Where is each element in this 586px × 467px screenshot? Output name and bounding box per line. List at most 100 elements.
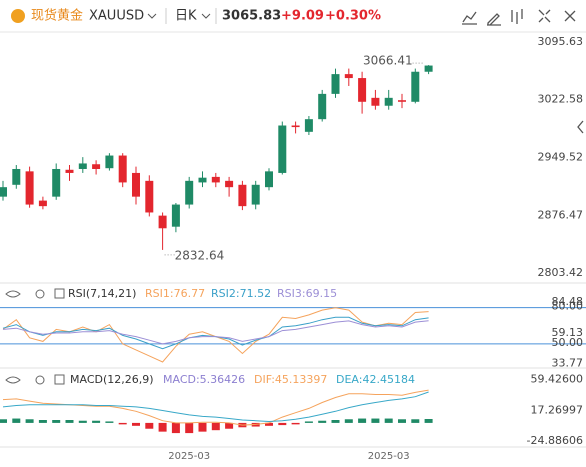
- y-tick-label: 17.26997: [531, 403, 584, 416]
- indicator-line: [2, 320, 429, 345]
- histogram-bar: [38, 420, 47, 423]
- y-tick-label: 3022.58: [538, 93, 584, 106]
- candle-body: [344, 74, 353, 79]
- y-tick-label: 2803.42: [538, 266, 584, 279]
- period[interactable]: 日K: [175, 9, 197, 24]
- y-tick-label: 59.13: [552, 326, 584, 339]
- level-label: 80.00: [552, 300, 584, 313]
- histogram-bar: [371, 418, 380, 423]
- indicator-button[interactable]: [462, 11, 477, 25]
- candle-body: [25, 171, 34, 205]
- settings-icon[interactable]: [35, 375, 45, 385]
- histogram-bar: [132, 422, 140, 426]
- histogram-bar: [198, 422, 207, 432]
- histogram-bar: [25, 419, 34, 423]
- macd-controls: [5, 374, 65, 385]
- candle-body: [158, 215, 167, 229]
- candle-body: [265, 171, 273, 188]
- histogram-bar: [384, 418, 393, 423]
- candle-body: [38, 200, 47, 207]
- legend-entry: RSI3:69.15: [277, 287, 337, 300]
- histogram-bar: [318, 420, 327, 423]
- histogram-bar: [211, 422, 220, 431]
- legend-entry: DIF:45.13397: [254, 373, 327, 386]
- candle-body: [52, 168, 61, 197]
- collapse-button[interactable]: [577, 120, 584, 134]
- candle-body: [424, 65, 433, 72]
- level-label: 50.00: [552, 336, 584, 349]
- dropdown-arrow[interactable]: [147, 13, 157, 19]
- high-annotation: 3066.41: [363, 54, 413, 68]
- eye-icon[interactable]: [5, 376, 21, 384]
- settings-icon[interactable]: [35, 289, 45, 299]
- histogram-bar: [331, 420, 340, 423]
- histogram-bar: [158, 422, 167, 432]
- histogram-bar: [145, 422, 154, 429]
- candle-body: [118, 155, 127, 183]
- legend-entry: RSI1:76.77: [145, 287, 205, 300]
- fullscreen-button[interactable]: [538, 9, 551, 23]
- gold-icon: [11, 9, 25, 23]
- histogram-bar: [171, 422, 180, 434]
- candle-body: [238, 184, 247, 207]
- y-tick-label: 3095.63: [538, 35, 584, 48]
- symbol[interactable]: XAUUSD: [89, 9, 144, 24]
- params-icon[interactable]: [54, 288, 65, 299]
- histogram-bar: [225, 422, 234, 429]
- candle-body: [358, 78, 367, 102]
- candle-body: [211, 176, 220, 183]
- histogram-bar: [118, 422, 127, 425]
- histogram-bar: [411, 419, 420, 423]
- y-tick-label: 84.48: [552, 295, 584, 308]
- histogram-bar: [78, 420, 87, 423]
- candle-body: [185, 180, 194, 205]
- rsi-controls: [5, 288, 65, 299]
- last-price: 3065.83: [222, 9, 281, 24]
- y-tick-label: 2949.52: [538, 151, 584, 164]
- y-tick-label: 59.42600: [531, 373, 584, 386]
- candle-body: [132, 172, 140, 197]
- legend-entry: MACD:5.36426: [163, 373, 245, 386]
- low-annotation: 2832.64: [175, 248, 225, 262]
- candle-body: [92, 164, 101, 169]
- eye-icon[interactable]: [5, 290, 21, 298]
- toolbar: [462, 9, 584, 134]
- candle-body: [0, 187, 7, 197]
- y-tick-label: 2876.47: [538, 208, 584, 221]
- histogram-bar: [92, 420, 101, 423]
- candle-body: [304, 119, 313, 132]
- candle-body: [411, 71, 420, 102]
- histogram-bar: [0, 419, 7, 423]
- candle-type-button[interactable]: [511, 9, 523, 24]
- macd-title: MACD(12,26,9): [70, 373, 154, 386]
- candle-body: [384, 97, 393, 106]
- dropdown-arrow[interactable]: [201, 13, 211, 19]
- candle-body: [291, 125, 300, 128]
- draw-button[interactable]: [487, 13, 501, 26]
- candle-body: [225, 180, 234, 188]
- histogram-bar: [278, 422, 287, 426]
- x-tick-label: 2025-03: [368, 451, 410, 462]
- candle-body: [318, 93, 327, 120]
- rsi-title: RSI(7,14,21): [68, 287, 136, 300]
- candle-body: [145, 180, 154, 213]
- close-button[interactable]: [564, 10, 576, 22]
- histogram-bar: [265, 422, 273, 426]
- histogram-bar: [12, 418, 21, 423]
- histogram-bar: [398, 419, 406, 423]
- histogram-bar: [65, 420, 74, 423]
- candle-body: [65, 169, 74, 173]
- indicator-line: [2, 391, 429, 423]
- histogram-bar: [424, 419, 433, 423]
- candle-body: [105, 155, 114, 169]
- x-tick-label: 2025-03: [168, 451, 210, 462]
- params-icon[interactable]: [54, 374, 65, 385]
- histogram-bar: [105, 421, 114, 423]
- instrument-name[interactable]: 现货黄金: [31, 8, 83, 24]
- candle-body: [12, 168, 21, 185]
- candle-body: [251, 184, 260, 205]
- candle-body: [171, 204, 180, 227]
- candle-body: [78, 163, 87, 169]
- candle-body: [331, 74, 340, 94]
